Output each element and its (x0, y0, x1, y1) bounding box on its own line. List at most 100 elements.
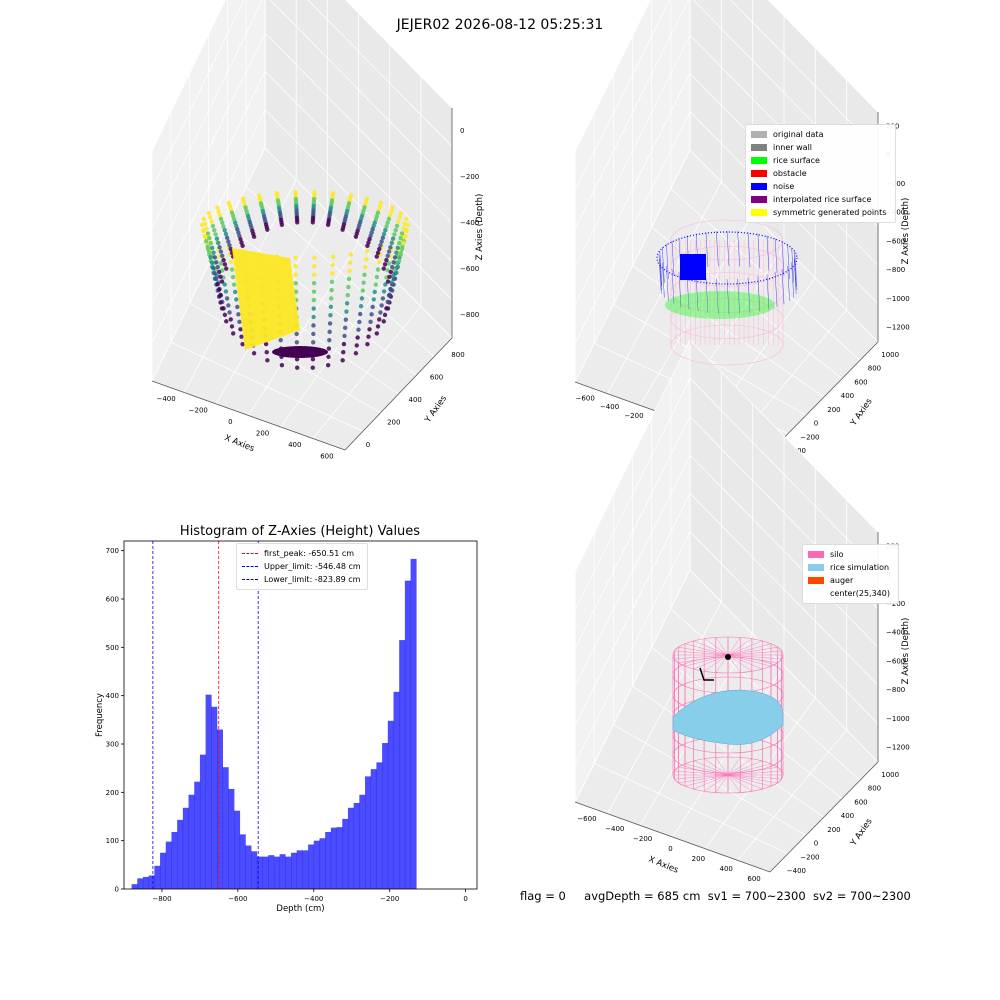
histogram-bar (154, 865, 161, 889)
classify-legend-item: inner wall (751, 141, 890, 154)
raw-point (202, 221, 208, 226)
raw-point (226, 200, 232, 205)
raw-point (215, 264, 220, 270)
raw-point (233, 220, 238, 225)
raw-point (209, 260, 215, 265)
legend-label: auger (830, 576, 854, 585)
y-tick-label: 0 (814, 420, 818, 428)
raw-point (355, 335, 360, 340)
raw-point (386, 249, 392, 254)
status-line: flag = 0 avgDepth = 685 cm sv1 = 700~230… (520, 889, 911, 903)
histogram-bar (347, 807, 354, 889)
raw-point (234, 223, 239, 229)
histogram-bar (142, 876, 149, 889)
legend-label: Lower_limit: -823.89 cm (264, 575, 361, 584)
raw-point (201, 216, 206, 222)
histogram-bar (160, 852, 167, 889)
y-tick-label: 200 (106, 789, 119, 797)
raw-point (387, 212, 393, 218)
classify-legend: original data inner wall rice surface obsta… (745, 124, 896, 223)
raw-point (381, 289, 387, 294)
histogram-bar (211, 706, 218, 889)
y-axis-label: Y Axies (848, 816, 875, 848)
y-tick-label: −400 (787, 867, 806, 875)
silo-floor-spoke (727, 774, 778, 784)
raw-bottom-cluster (272, 346, 328, 358)
raw-point (235, 304, 240, 310)
silo-roof-spoke (727, 646, 778, 656)
grid-line (689, 569, 879, 763)
raw-point (394, 250, 399, 255)
histogram-bar (177, 819, 184, 889)
raw-point (221, 257, 226, 263)
noise-points (766, 274, 770, 310)
legend-swatch (808, 577, 824, 584)
raw-point (385, 220, 390, 225)
raw-point (294, 331, 299, 337)
legend-swatch (751, 131, 767, 138)
legend-label: original data (773, 130, 824, 139)
silo-roof-spoke (684, 643, 729, 656)
raw-point (378, 200, 384, 205)
raw-point (206, 249, 212, 255)
histogram-legend-item: Lower_limit: -823.89 cm (242, 573, 362, 586)
histogram-bar (273, 856, 280, 889)
raw-point (214, 276, 219, 282)
raw-point (237, 233, 242, 239)
x-tick-label: 200 (256, 429, 269, 437)
raw-point (237, 319, 242, 325)
raw-point (238, 236, 243, 242)
raw-point (330, 254, 336, 259)
classify-legend-item: obstacle (751, 167, 890, 180)
raw-point (202, 233, 208, 238)
y-axis-line (344, 337, 453, 451)
raw-point (389, 209, 394, 214)
raw-wall-patch (232, 248, 300, 350)
y-axis-label: Y Axies (848, 396, 875, 428)
raw-point (397, 240, 402, 246)
raw-point (373, 282, 379, 287)
raw-point (230, 213, 236, 219)
raw-point (388, 286, 393, 292)
raw-point (312, 264, 317, 269)
dense-noise-cluster (680, 254, 706, 280)
z-tick-label: −1200 (886, 744, 910, 752)
histogram-bar (359, 794, 366, 889)
legend-label: inner wall (773, 143, 813, 152)
raw-point (205, 244, 210, 249)
raw-point (278, 337, 283, 343)
y-tick-label: 0 (115, 886, 119, 894)
z-tick-label: −600 (886, 657, 905, 665)
simulation-scene (672, 636, 784, 794)
z-tick-label: −1000 (886, 295, 910, 303)
raw-point (229, 324, 235, 329)
raw-point (295, 365, 300, 370)
raw-point (236, 312, 241, 317)
histogram-bar (302, 850, 309, 889)
silo-floor-spoke (674, 770, 729, 776)
classify-legend-item: symmetric generated points (751, 206, 890, 219)
raw-point (216, 240, 221, 246)
y-tick-label: 400 (841, 812, 854, 820)
raw-point (310, 365, 315, 370)
x-tick-label: −200 (633, 835, 652, 843)
raw-point (383, 228, 388, 233)
histogram-bar (165, 841, 172, 889)
histogram-bar (256, 856, 263, 889)
raw-point (219, 306, 225, 311)
rice-simulation-surface (672, 689, 784, 745)
noise-points (791, 262, 794, 298)
noise-points (666, 265, 669, 301)
classify-point-cloud (656, 219, 798, 366)
x-tick-label: 600 (747, 875, 760, 883)
raw-point (374, 331, 380, 336)
noise-points (757, 276, 761, 312)
raw-point (344, 309, 349, 314)
histogram-bar (199, 754, 206, 889)
y-tick-label: 600 (430, 374, 443, 382)
z-tick-label: −600 (886, 237, 905, 245)
raw-point (377, 317, 382, 322)
raw-point (231, 217, 237, 222)
z-axis-label: Z Axies (Depth) (901, 198, 911, 265)
y-tick-label: 200 (387, 418, 400, 426)
